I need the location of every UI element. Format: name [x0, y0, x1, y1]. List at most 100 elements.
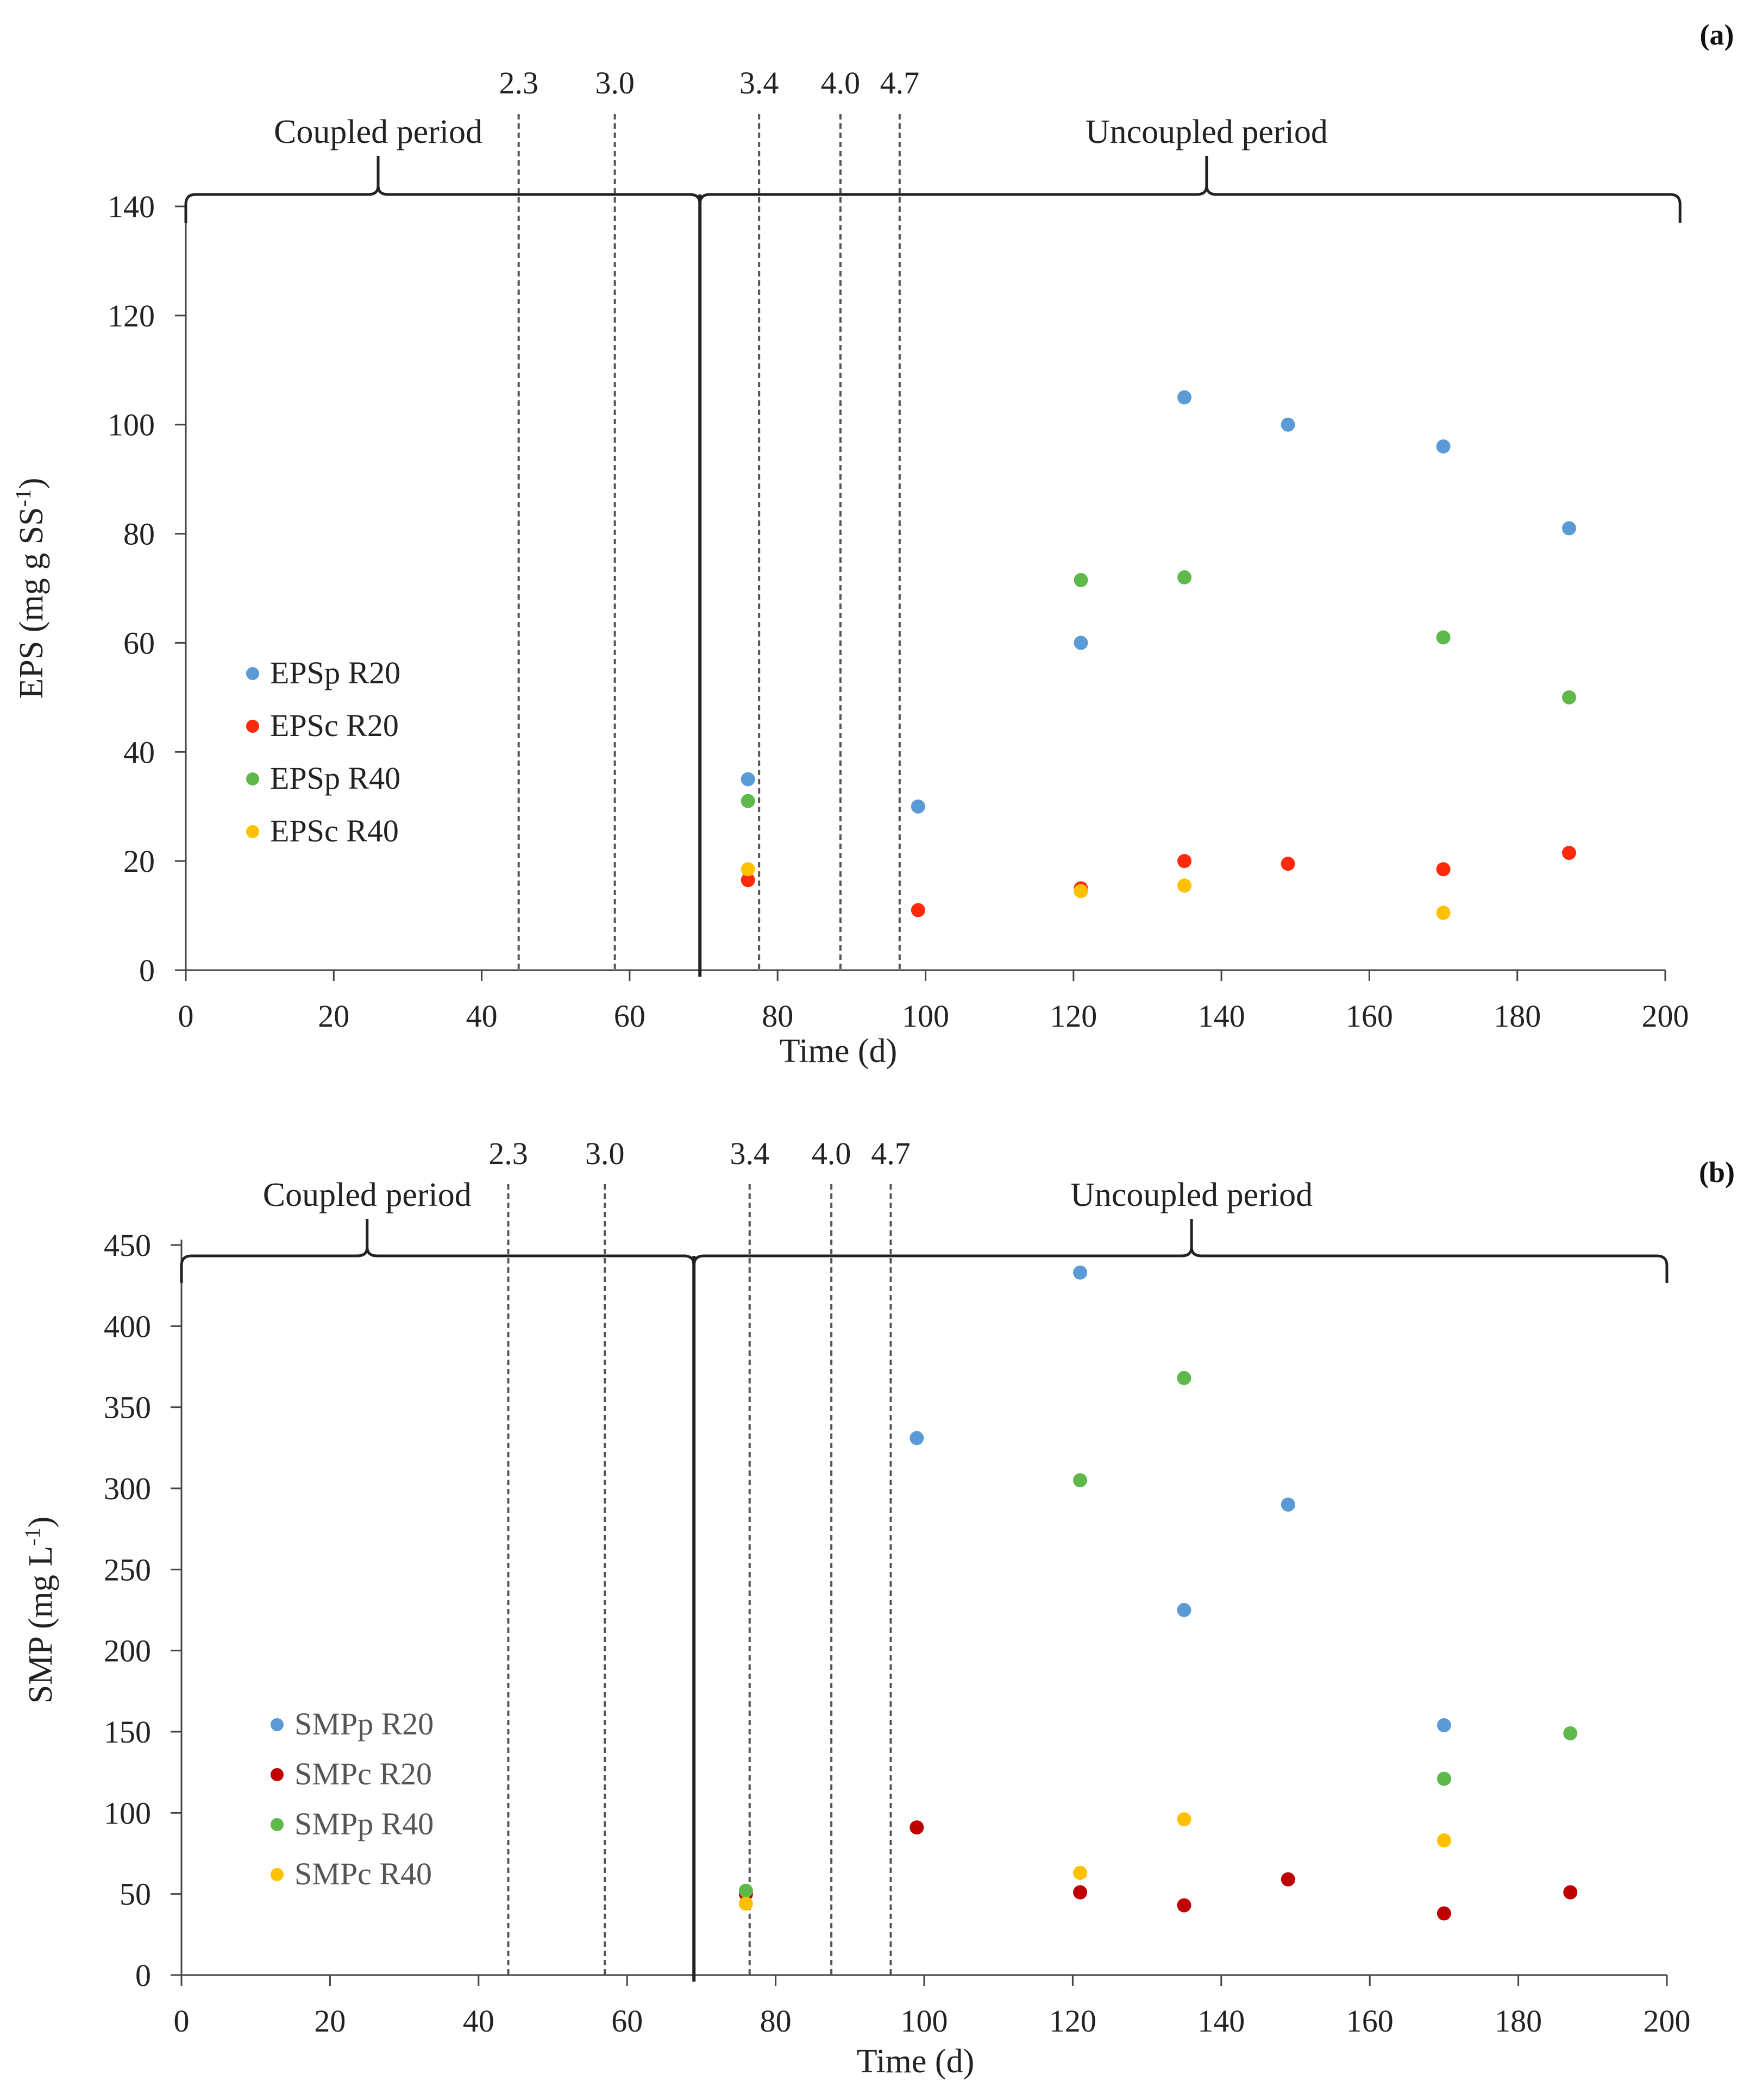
data-point	[1073, 1265, 1088, 1280]
legend-entry: SMPc R40	[294, 1856, 432, 1891]
legend-marker	[271, 1718, 284, 1731]
data-point	[738, 1896, 753, 1911]
y-tick-label: 50	[120, 1877, 151, 1912]
series-3	[738, 1812, 1451, 1911]
y-tick-label: 40	[123, 734, 155, 770]
data-point	[741, 772, 755, 787]
data-point	[1074, 884, 1088, 898]
y-ticks: 0 20 40 60 80 100 120 140	[108, 189, 186, 988]
x-tick-label: 100	[902, 998, 949, 1034]
data-point	[911, 799, 925, 814]
marker-lines: 2.3 3.0 3.4 4.0 4.7	[499, 65, 919, 970]
data-point	[1563, 1885, 1578, 1900]
data-point	[1073, 1885, 1088, 1900]
data-point	[1281, 1497, 1295, 1512]
x-tick-label: 120	[1050, 998, 1097, 1034]
x-tick-label: 140	[1198, 998, 1245, 1034]
marker-label: 4.0	[821, 65, 861, 100]
data-point	[1073, 1473, 1088, 1488]
legend-marker	[271, 1768, 284, 1781]
data-point	[1563, 1726, 1578, 1740]
data-point	[1562, 690, 1577, 705]
x-tick-label: 60	[611, 2003, 643, 2039]
legend-marker	[271, 1868, 284, 1881]
y-axis-title-close: )	[22, 1517, 59, 1528]
panel-label: (a)	[1700, 18, 1734, 51]
data-point	[1562, 521, 1577, 536]
y-axis-title: SMP (mg L-1)	[20, 1517, 60, 1704]
x-tick-label: 140	[1197, 2003, 1245, 2039]
x-tick-label: 0	[178, 998, 194, 1034]
x-axis-title: Time (d)	[857, 2043, 974, 2080]
y-tick-label: 150	[104, 1714, 151, 1750]
x-tick-label: 160	[1346, 998, 1393, 1034]
data-point	[1437, 1771, 1451, 1786]
period-brace-1	[698, 156, 1682, 223]
y-tick-label: 400	[104, 1309, 151, 1344]
y-tick-label: 450	[104, 1228, 151, 1263]
data-point	[1436, 906, 1451, 920]
y-tick-label: 20	[123, 844, 155, 879]
y-ticks: 0 50 100 150 200 250 300 350 400 450	[104, 1228, 181, 1993]
x-ticks: 0 20 40 60 80 100 120 140 160 180 200	[178, 970, 1689, 1034]
x-tick-label: 80	[762, 998, 793, 1034]
period-brace-0	[180, 1219, 695, 1283]
marker-label: 4.0	[812, 1136, 851, 1171]
marker-label: 4.7	[871, 1136, 911, 1171]
panel-label: (b)	[1699, 1156, 1735, 1189]
data-point	[1562, 846, 1577, 860]
x-axis-title: Time (d)	[780, 1033, 897, 1070]
legend-entry: EPSp R40	[270, 760, 400, 796]
series-0	[741, 390, 1577, 814]
data-point	[1437, 1906, 1451, 1921]
data-point	[1436, 862, 1451, 877]
legend-entry: EPSc R40	[270, 813, 399, 848]
data-point	[1281, 417, 1295, 432]
marker-label: 3.4	[730, 1136, 770, 1171]
period-label-1: Uncoupled period	[1086, 114, 1328, 150]
data-point	[910, 1431, 924, 1445]
data-point	[911, 903, 925, 917]
marker-label: 2.3	[488, 1136, 528, 1171]
series-0	[910, 1265, 1451, 1733]
data-point	[1177, 390, 1192, 405]
data-point	[1177, 878, 1192, 893]
series-2	[741, 570, 1577, 808]
data-point	[741, 873, 755, 888]
data-point	[741, 794, 755, 808]
y-tick-label: 140	[108, 189, 155, 224]
period-label-0: Coupled period	[263, 1177, 472, 1214]
y-tick-label: 100	[108, 407, 155, 443]
legend-entry: EPSp R20	[270, 655, 400, 690]
y-tick-label: 120	[108, 298, 155, 334]
legend-marker	[271, 1818, 284, 1831]
y-axis-title-main: SMP (mg L	[22, 1546, 59, 1704]
marker-label: 4.7	[880, 65, 920, 100]
data-point	[1177, 1898, 1191, 1913]
x-tick-label: 180	[1494, 998, 1541, 1034]
data-point	[738, 1883, 753, 1898]
y-axis-title: EPS (mg g SS-1)	[11, 477, 51, 699]
y-tick-label: 80	[123, 517, 155, 552]
x-tick-label: 120	[1049, 2003, 1096, 2039]
y-axis-title-sup: -1	[20, 1527, 45, 1545]
data-point	[1436, 630, 1451, 645]
y-axis-title-main: EPS (mg g SS	[13, 507, 50, 699]
data-point	[1177, 1603, 1191, 1617]
legend-entry: EPSc R20	[270, 708, 399, 743]
y-axis-title-close: )	[13, 477, 50, 489]
legend-marker	[246, 772, 259, 785]
legend-marker	[246, 720, 259, 733]
x-tick-label: 100	[901, 2003, 948, 2039]
x-tick-label: 0	[174, 2003, 190, 2039]
y-tick-label: 0	[139, 953, 155, 988]
series-3	[741, 862, 1451, 920]
y-tick-label: 200	[104, 1633, 151, 1669]
legend-entry: SMPc R20	[294, 1756, 432, 1791]
data-point	[1177, 854, 1192, 869]
x-tick-label: 40	[463, 2003, 494, 2039]
y-tick-label: 350	[104, 1390, 151, 1425]
x-tick-label: 80	[760, 2003, 792, 2039]
data-point	[910, 1820, 924, 1835]
